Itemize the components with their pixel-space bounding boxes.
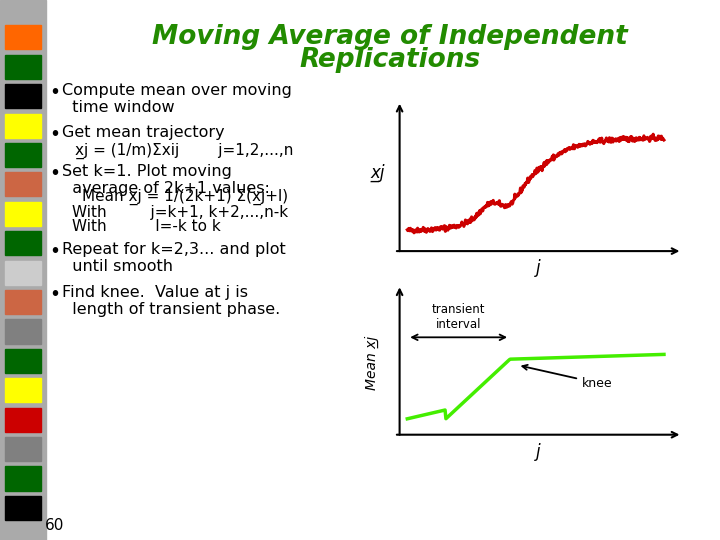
Bar [5, 437, 41, 461]
Bar [5, 378, 41, 402]
Bar [5, 231, 41, 255]
Text: •: • [49, 164, 60, 183]
Bar [5, 25, 41, 50]
Bar [5, 55, 41, 79]
Text: •: • [49, 285, 60, 304]
Bar [5, 143, 41, 167]
Bar [5, 496, 41, 520]
Text: Mean x̲j: Mean x̲j [365, 336, 379, 390]
Text: •: • [49, 125, 60, 144]
Bar [5, 349, 41, 373]
Text: •: • [49, 242, 60, 261]
Bar [0, 0, 46, 540]
Text: x̲j = (1/m)Σxij        j=1,2,...,n: x̲j = (1/m)Σxij j=1,2,...,n [75, 143, 293, 159]
Text: Replications: Replications [300, 47, 481, 73]
Text: Repeat for k=2,3... and plot
  until smooth: Repeat for k=2,3... and plot until smoot… [62, 242, 286, 274]
Text: With          l=-k to k: With l=-k to k [72, 219, 221, 234]
Bar [5, 202, 41, 226]
Text: With         j=k+1, k+2,...,n-k: With j=k+1, k+2,...,n-k [72, 205, 288, 220]
Text: knee: knee [522, 365, 613, 389]
Text: Find knee.  Value at j is
  length of transient phase.: Find knee. Value at j is length of trans… [62, 285, 280, 318]
Bar [5, 408, 41, 432]
Text: •: • [49, 83, 60, 102]
Bar [5, 467, 41, 490]
Bar [5, 172, 41, 197]
Text: Mean x̲j = 1/(2k+1) Σ(x̲j+l): Mean x̲j = 1/(2k+1) Σ(x̲j+l) [82, 189, 288, 205]
Text: Get mean trajectory: Get mean trajectory [62, 125, 225, 140]
Text: Compute mean over moving
  time window: Compute mean over moving time window [62, 83, 292, 116]
Bar [5, 290, 41, 314]
Bar [5, 113, 41, 138]
Text: 60: 60 [45, 518, 65, 534]
Text: x̲j: x̲j [370, 163, 384, 181]
Bar [5, 84, 41, 108]
Text: Set k=1. Plot moving
  average of 2k+1 values:: Set k=1. Plot moving average of 2k+1 val… [62, 164, 270, 197]
Text: transient
interval: transient interval [432, 302, 485, 330]
Bar [5, 320, 41, 343]
Bar [5, 261, 41, 285]
Text: j: j [536, 443, 541, 461]
Text: Moving Average of Independent: Moving Average of Independent [152, 24, 628, 50]
Text: j: j [536, 259, 541, 277]
